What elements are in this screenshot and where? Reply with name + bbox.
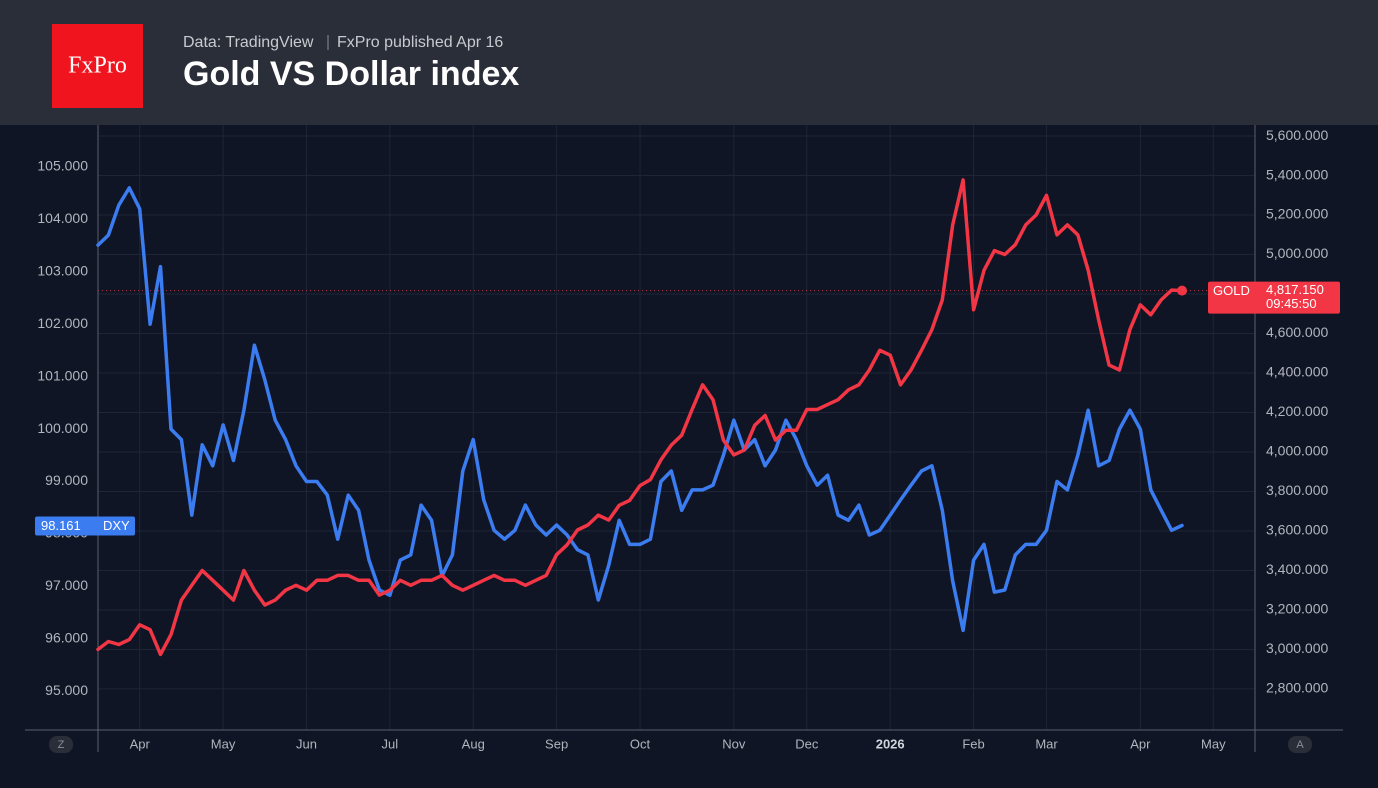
- y2-tick-label: 4,000.000: [1266, 443, 1328, 459]
- last-value-label: 98.161: [41, 518, 81, 533]
- header-band: [0, 0, 1378, 125]
- axis-button-label[interactable]: A: [1296, 739, 1304, 751]
- y2-tick-label: 5,400.000: [1266, 166, 1328, 182]
- series-line: [96, 178, 1184, 657]
- y-tick-label: 104.000: [37, 210, 88, 226]
- x-tick-label: May: [1201, 736, 1226, 751]
- x-tick-label: Nov: [722, 736, 746, 751]
- y-tick-label: 101.000: [37, 367, 88, 383]
- plot: [96, 178, 1188, 657]
- axis-button[interactable]: [1288, 736, 1312, 753]
- y2-tick-label: 5,600.000: [1266, 127, 1328, 143]
- y2-tick-label: 3,800.000: [1266, 482, 1328, 498]
- y2-tick-label: 5,000.000: [1266, 245, 1328, 261]
- y-tick-label: 99.000: [45, 472, 88, 488]
- y2-tick-label: 3,000.000: [1266, 640, 1328, 656]
- x-tick-label: Feb: [962, 736, 984, 751]
- x-tick-label: Jul: [382, 736, 399, 751]
- y2-tick-label: 3,600.000: [1266, 522, 1328, 538]
- y-tick-label: 96.000: [45, 629, 88, 645]
- y2-tick-label: 3,400.000: [1266, 561, 1328, 577]
- y-tick-label: 100.000: [37, 420, 88, 436]
- legend-label: DXY: [103, 518, 130, 533]
- y2-tick-label: 3,200.000: [1266, 601, 1328, 617]
- y-tick-label: 95.000: [45, 682, 88, 698]
- logo-box: [52, 24, 143, 108]
- legend-label: GOLD: [1213, 283, 1250, 298]
- x-tick-label: Apr: [1130, 736, 1151, 751]
- y-tick-label: 97.000: [45, 577, 88, 593]
- x-tick-label: 2026: [876, 736, 905, 751]
- logo: FxPro: [68, 53, 127, 79]
- x-tick-label: Aug: [462, 736, 485, 751]
- x-tick-label: Mar: [1035, 736, 1058, 751]
- y2-tick-label: 4,600.000: [1266, 324, 1328, 340]
- last-value-tag: [35, 516, 135, 536]
- axis-button-label[interactable]: Z: [58, 739, 65, 751]
- y2-tick-label: 5,200.000: [1266, 206, 1328, 222]
- axis-button[interactable]: [49, 736, 73, 753]
- y2-tick-label: 4,400.000: [1266, 364, 1328, 380]
- grid: [98, 125, 1255, 730]
- x-tick-label: Apr: [130, 736, 151, 751]
- y-tick-label: 103.000: [37, 262, 88, 278]
- last-point: [1177, 285, 1188, 296]
- x-tick-label: Jun: [296, 736, 317, 751]
- last-value-tag: [1208, 281, 1340, 314]
- x-tick-label: Oct: [630, 736, 651, 751]
- y-tick-label: 102.000: [37, 315, 88, 331]
- y2-tick-label: 2,800.000: [1266, 680, 1328, 696]
- x-tick-label: May: [211, 736, 236, 751]
- y2-tick-label: 4,200.000: [1266, 403, 1328, 419]
- series-line: [96, 186, 1184, 633]
- last-value-label: 4,817.150: [1266, 282, 1324, 297]
- countdown: 09:45:50: [1266, 296, 1317, 311]
- chart-title: Gold VS Dollar index: [183, 55, 519, 93]
- y-tick-label: 105.000: [37, 158, 88, 174]
- x-tick-label: Sep: [545, 736, 568, 751]
- published: FxPro published Apr 16: [337, 34, 503, 51]
- x-tick-label: Dec: [795, 736, 819, 751]
- source: Data: TradingView: [183, 34, 314, 51]
